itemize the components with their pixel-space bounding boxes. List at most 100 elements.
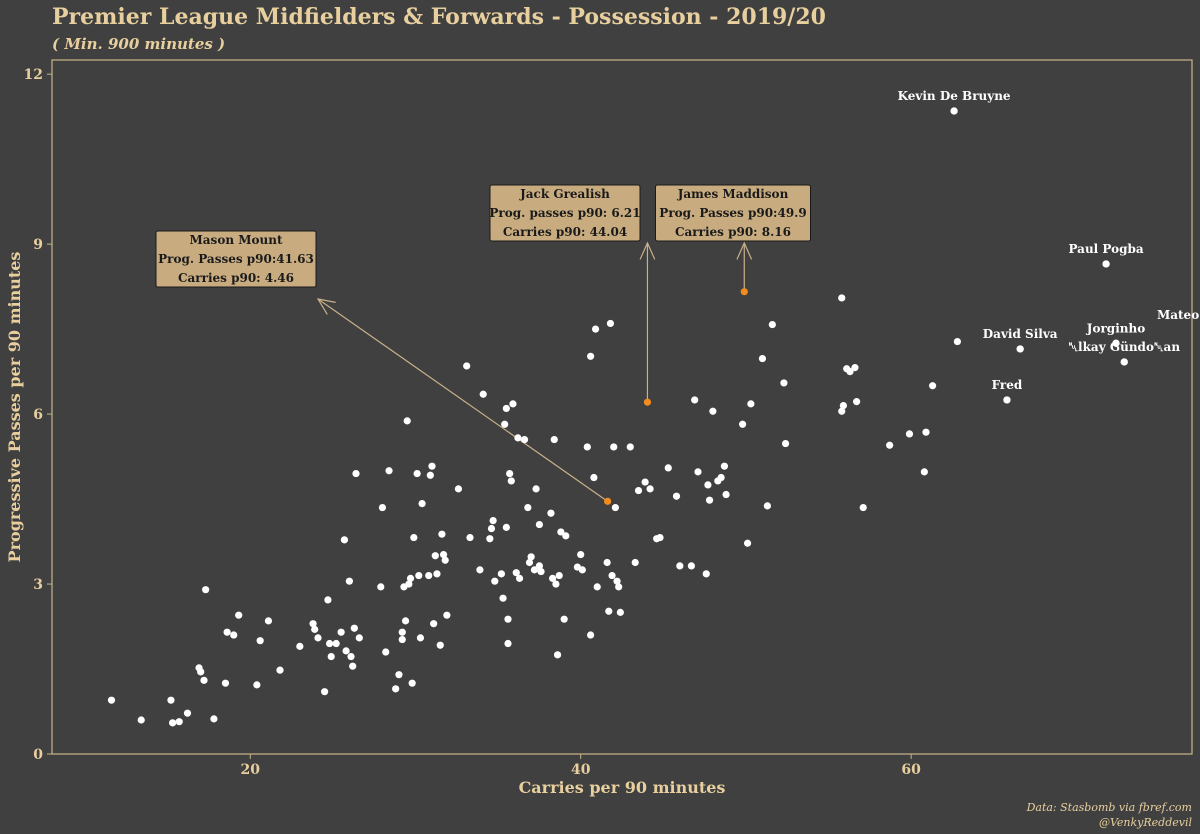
data-point [506,469,514,478]
y-tick-label: 9 [33,237,43,253]
data-point [611,503,619,512]
labeled-point [1112,339,1120,347]
data-point [578,566,586,574]
data-point [497,570,505,578]
data-point [502,404,510,413]
data-point [489,516,497,525]
data-point [552,580,560,588]
data-point [167,696,175,704]
data-point [425,571,433,580]
data-point [197,668,205,676]
data-point [603,558,611,567]
labeled-point [1120,358,1128,366]
data-point [416,634,425,642]
data-point [747,400,755,408]
data-point [709,407,717,415]
callout-line: Jack Grealish [519,187,610,201]
data-point [436,641,444,649]
axis-ticks: 20 40 60 0 3 6 9 12 [24,67,922,778]
data-point [479,390,487,398]
data-point [401,617,410,625]
data-point [430,620,438,628]
labeled-point [950,107,958,115]
data-point [704,481,712,489]
callout-line: James Maddison [677,187,789,201]
data-point [501,420,509,428]
data-point [408,679,416,687]
data-point [641,478,649,486]
data-point [886,441,894,449]
data-point [398,628,406,636]
data-point [504,615,512,623]
data-points [107,107,1128,727]
labeled-point [1102,260,1110,268]
data-point [550,435,558,444]
data-point [560,615,568,623]
data-point [838,294,846,302]
data-point [676,562,684,570]
data-point [838,407,846,415]
data-point [502,523,510,531]
data-point [466,533,474,542]
data-point [418,499,426,508]
highlighted-point [740,288,748,296]
data-point [441,556,449,564]
data-point [739,420,747,428]
data-point [256,637,264,645]
data-point [691,396,699,404]
callout-arrows [316,241,753,502]
callout-box [155,230,317,288]
data-point [605,607,613,615]
callout-box [655,184,811,242]
data-point [687,562,695,570]
data-point [616,608,624,616]
callout-line: Carries p90: 8.16 [675,225,791,239]
data-point [486,535,494,543]
data-point [587,352,595,360]
data-point [631,558,639,567]
data-point [591,325,600,333]
data-point [398,635,406,644]
data-point [406,574,415,582]
data-point [694,468,702,476]
player-label: ␀lkay Gündo␀an [1068,340,1180,354]
data-point [340,536,349,544]
data-point [410,533,418,542]
data-point [527,553,535,561]
data-point [426,471,434,479]
data-point [183,709,192,717]
data-point [309,620,317,628]
y-tick-label: 3 [33,577,43,593]
data-point [169,719,177,727]
data-point [175,718,183,726]
data-point [537,567,545,576]
data-point [615,583,623,591]
data-point [413,469,421,478]
data-point [587,631,595,639]
data-point [758,354,767,363]
highlighted-point [643,398,652,406]
data-point [325,639,334,648]
data-point [702,570,710,578]
callout-line: Carries p90: 44.04 [503,225,627,239]
data-point [487,524,496,533]
data-point [763,502,771,510]
callout-line: Carries p90: 4.46 [178,271,294,285]
chart-subtitle: ( Min. 900 minutes ) [52,35,225,53]
data-point [431,552,439,560]
player-label: David Silva [983,327,1058,341]
data-point [557,528,565,536]
data-point [378,503,387,512]
data-point [606,319,615,328]
data-point [314,634,322,642]
data-point [905,430,914,438]
credit-source: Data: Stasbomb via fbref.com [1026,801,1192,814]
data-point [332,639,340,648]
data-point [296,642,304,650]
data-point [200,676,208,684]
data-point [405,580,413,588]
data-point [608,571,616,580]
data-point [562,532,570,540]
data-point [768,320,776,329]
